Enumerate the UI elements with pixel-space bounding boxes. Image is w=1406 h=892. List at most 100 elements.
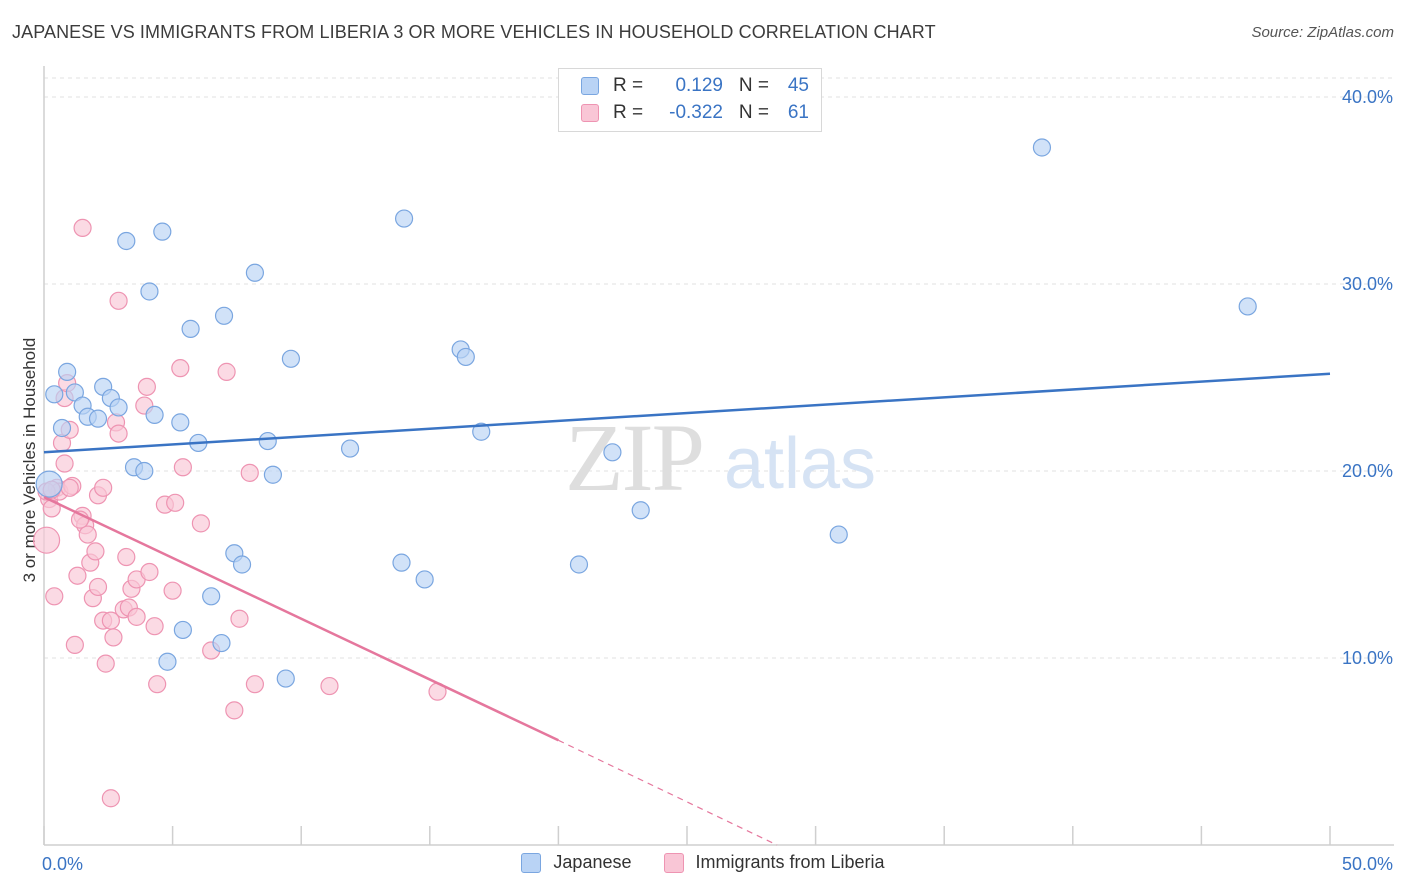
japanese-point	[340, 439, 360, 458]
y-tick-label: 10.0%	[1342, 648, 1393, 668]
japanese-point	[52, 418, 72, 438]
series-japanese-points	[35, 138, 1257, 688]
japanese-point	[392, 553, 411, 572]
japanese-point	[394, 209, 414, 228]
liberia-point	[45, 587, 64, 606]
japanese-point	[202, 587, 221, 606]
tick-labels: 10.0% 20.0% 30.0% 40.0% 0.0% 50.0%	[42, 87, 1393, 874]
n-label: N =	[738, 102, 769, 123]
x-tick-label-max: 50.0%	[1342, 854, 1393, 874]
liberia-point	[245, 675, 265, 694]
japanese-point	[276, 669, 295, 688]
legend-label-japanese: Japanese	[553, 852, 632, 872]
liberia-point	[55, 454, 74, 473]
japanese-point	[117, 231, 136, 251]
legend-row-japanese: R = 0.129 N = 45	[581, 73, 809, 99]
liberia-point	[68, 566, 87, 585]
watermark-atlas: atlas	[724, 424, 876, 504]
liberia-point	[73, 218, 92, 237]
liberia-point	[117, 547, 136, 567]
liberia-point	[109, 291, 128, 310]
japanese-point	[415, 570, 434, 589]
liberia-point	[163, 581, 182, 600]
liberia-point	[60, 478, 79, 497]
japanese-point	[232, 555, 252, 574]
japanese-point	[173, 620, 192, 640]
liberia-point	[137, 377, 156, 396]
japanese-point	[603, 443, 622, 462]
liberia-legend-swatch	[663, 852, 684, 873]
y-tick-label: 20.0%	[1342, 461, 1393, 481]
japanese-point	[45, 385, 64, 404]
legend-label-liberia: Immigrants from Liberia	[695, 852, 885, 872]
liberia-point	[217, 362, 236, 381]
japanese-point	[631, 501, 650, 520]
y-tick-label: 40.0%	[1342, 87, 1393, 107]
liberia-point	[96, 654, 115, 673]
japanese-point	[245, 263, 265, 282]
liberia-point	[32, 526, 61, 554]
japanese-legend-swatch	[521, 852, 542, 873]
japanese-point	[281, 349, 301, 368]
liberia-point	[78, 525, 97, 544]
y-tick-label: 30.0%	[1342, 274, 1393, 294]
liberia-point	[320, 676, 339, 696]
series-legend: Japanese Immigrants from Liberia	[0, 852, 1406, 873]
liberia-point	[240, 463, 259, 482]
japanese-point	[212, 633, 231, 653]
japanese-point	[171, 413, 190, 432]
japanese-point	[472, 422, 491, 441]
japanese-point	[1032, 138, 1052, 157]
liberia-point	[171, 359, 190, 378]
x-tick-label-min: 0.0%	[42, 854, 83, 874]
liberia-point	[109, 424, 128, 443]
japanese-point	[829, 525, 848, 544]
japanese-point	[258, 431, 277, 451]
liberia-point	[140, 562, 159, 582]
liberia-point	[101, 789, 120, 808]
japanese-point	[35, 470, 63, 498]
japanese-point	[145, 405, 164, 424]
liberia-point	[127, 607, 146, 626]
axes	[43, 66, 1394, 846]
japanese-point	[58, 362, 77, 381]
r-label: R =	[613, 75, 644, 96]
legend-row-liberia: R = -0.322 N = 61	[581, 100, 809, 126]
japanese-point	[153, 222, 172, 241]
liberia-point	[148, 675, 167, 694]
japanese-trend-line	[43, 372, 1331, 454]
stats-legend: R = 0.129 N = 45 R = -0.322 N = 61	[558, 68, 822, 132]
series-liberia-points	[32, 218, 447, 808]
n-value: 61	[787, 102, 809, 123]
r-value: 0.129	[675, 75, 723, 96]
liberia-point	[104, 628, 123, 647]
liberia-trend-extrapolation	[558, 739, 778, 846]
liberia-point	[230, 609, 249, 628]
japanese-point	[569, 555, 589, 574]
japanese-point	[140, 282, 159, 301]
liberia-point	[94, 478, 113, 497]
liberia-point	[145, 617, 164, 636]
liberia-trend-line	[43, 496, 559, 742]
liberia-point	[88, 577, 108, 597]
japanese-point	[263, 465, 283, 484]
liberia-point	[173, 458, 192, 477]
japanese-point	[135, 461, 154, 481]
source-label: Source: ZipAtlas.com	[1251, 24, 1394, 41]
watermark-zip: ZIP	[565, 404, 703, 511]
legend-item-japanese[interactable]: Japanese	[521, 852, 632, 873]
japanese-point	[181, 319, 200, 338]
liberia-swatch	[581, 104, 599, 122]
r-label: R =	[613, 102, 644, 123]
liberia-point	[225, 701, 244, 720]
japanese-point	[214, 306, 234, 325]
liberia-point	[65, 635, 84, 655]
legend-item-liberia[interactable]: Immigrants from Liberia	[663, 852, 885, 873]
trend-lines	[43, 372, 1331, 846]
japanese-swatch	[581, 77, 599, 95]
liberia-point	[166, 493, 185, 512]
n-value: 45	[787, 75, 809, 96]
japanese-point	[456, 347, 475, 367]
chart-title: JAPANESE VS IMMIGRANTS FROM LIBERIA 3 OR…	[12, 22, 936, 42]
